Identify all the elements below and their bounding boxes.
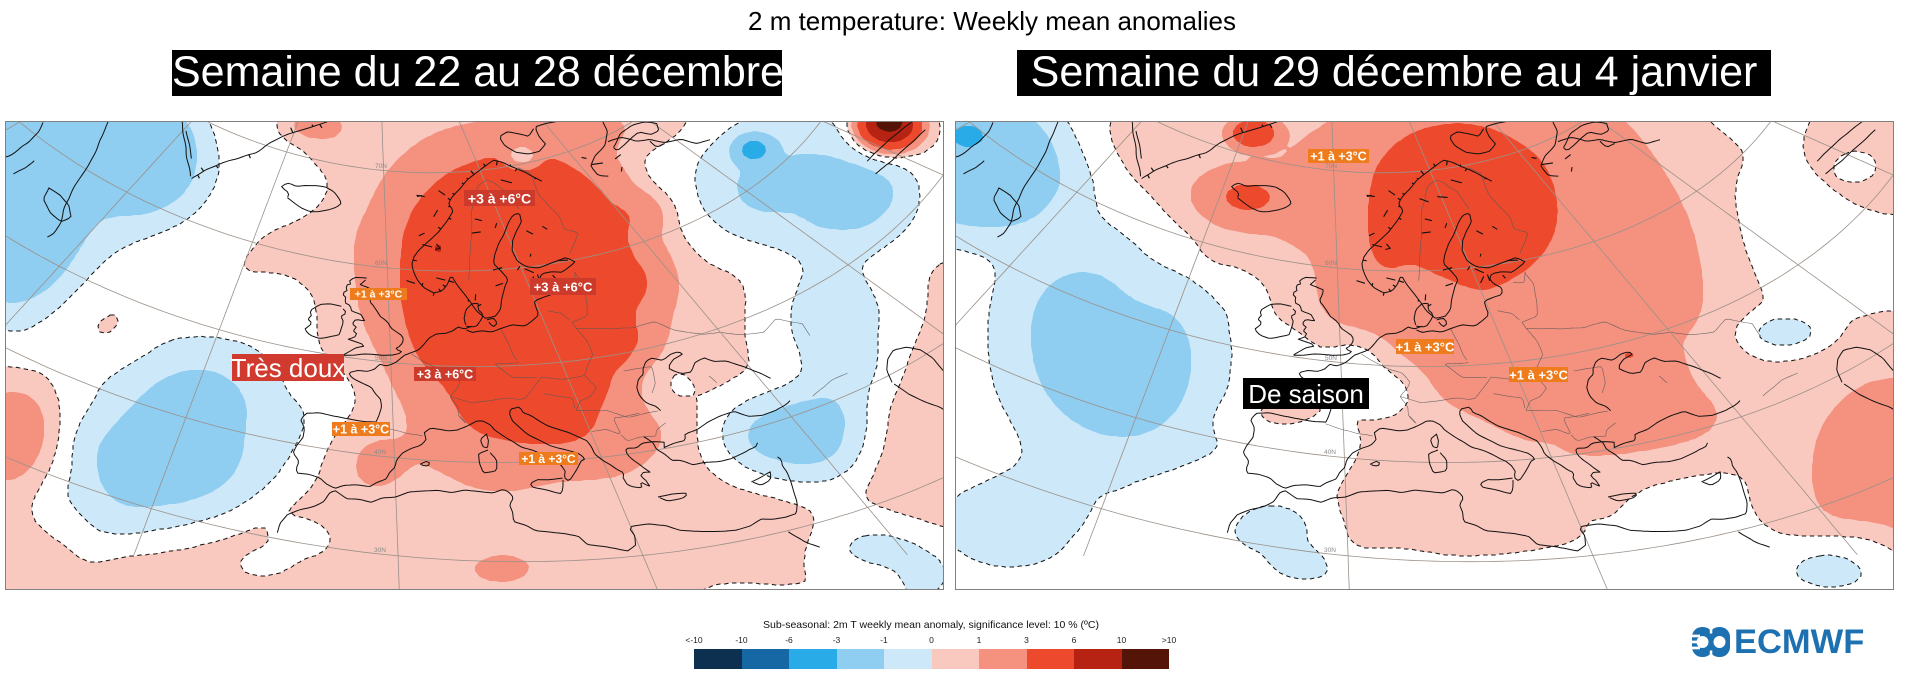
svg-text:+1 à +3°C: +1 à +3°C [355, 289, 403, 301]
svg-text:+3 à +6°C: +3 à +6°C [468, 191, 531, 207]
svg-text:+1 à +3°C: +1 à +3°C [1396, 340, 1455, 355]
svg-text:ECMWF: ECMWF [1734, 624, 1864, 661]
svg-text:De saison: De saison [1248, 379, 1364, 409]
svg-text:Très doux: Très doux [231, 353, 346, 383]
svg-text:+1 à +3°C: +1 à +3°C [521, 452, 576, 466]
svg-text:+3 à +6°C: +3 à +6°C [417, 368, 473, 382]
svg-text:+1 à +3°C: +1 à +3°C [333, 423, 389, 437]
svg-text:+3 à +6°C: +3 à +6°C [534, 280, 593, 295]
svg-text:+1 à +3°C: +1 à +3°C [1509, 368, 1568, 383]
svg-text:+1 à +3°C: +1 à +3°C [1310, 150, 1366, 164]
